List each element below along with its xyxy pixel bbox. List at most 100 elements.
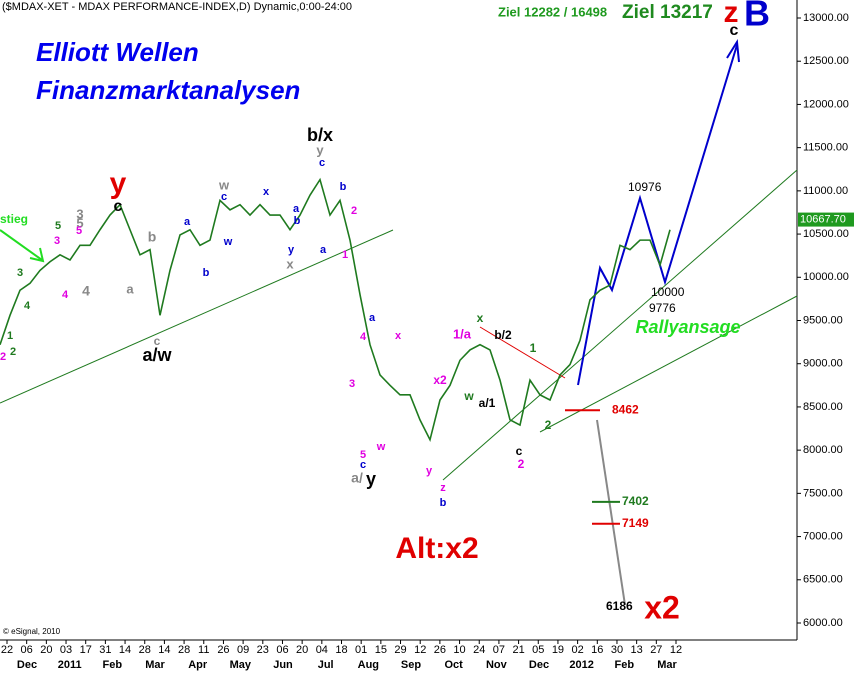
wave-label: 3 (17, 267, 23, 279)
x-tick-label: 15 (375, 644, 387, 656)
x-tick-label: 02 (571, 644, 583, 656)
y-tick-label: 12500.00 (803, 55, 849, 67)
month-label: 2011 (58, 659, 82, 671)
wave-label: 2 (0, 351, 6, 363)
x-tick-label: 29 (394, 644, 406, 656)
x-tick-label: 21 (512, 644, 524, 656)
x-tick-label: 22 (1, 644, 13, 656)
x-tick-label: 18 (335, 644, 347, 656)
wave-label: a (293, 203, 300, 215)
month-label: Aug (358, 659, 379, 671)
wave-label: a (369, 312, 376, 324)
wave-label: Rallyansage (635, 317, 740, 337)
x-tick-label: 14 (158, 644, 170, 656)
wave-label: 4 (24, 300, 31, 312)
wave-label: y (316, 142, 324, 157)
month-label: Oct (444, 659, 463, 671)
target: Ziel 12282 / 16498 (498, 4, 607, 19)
x-tick-label: 28 (139, 644, 151, 656)
wave-label: y (110, 167, 127, 200)
wave-label: B (744, 0, 770, 34)
wave-label: a/1 (479, 396, 496, 410)
y-tick-label: 6000.00 (803, 617, 843, 629)
x-tick-label: 06 (276, 644, 288, 656)
month-label: 2012 (569, 659, 593, 671)
x-tick-label: 31 (99, 644, 111, 656)
headline: Finanzmarktanalysen (36, 75, 300, 105)
y-tick-label: 10000.00 (803, 271, 849, 283)
wave-label: stieg (0, 212, 28, 226)
y-tick-label: 10500.00 (803, 228, 849, 240)
wave-label: c (114, 198, 123, 215)
x-tick-label: 30 (611, 644, 623, 656)
price-line (0, 177, 671, 443)
arrow-head (726, 38, 740, 63)
x-tick-label: 04 (316, 644, 328, 656)
wave-label: 2 (518, 457, 525, 471)
x-tick-label: 05 (532, 644, 544, 656)
wave-label: y (366, 469, 376, 489)
wave-label: 4 (360, 331, 367, 343)
level-label: 7402 (622, 494, 649, 508)
projection-line (596, 419, 626, 606)
y-tick-label: 11500.00 (803, 142, 848, 154)
wave-label: x (395, 330, 402, 342)
projection-path (577, 44, 738, 386)
y-tick-label: 12000.00 (803, 98, 849, 110)
wave-label: 3 (54, 235, 60, 247)
x-tick-label: 07 (493, 644, 505, 656)
x-tick-label: 28 (178, 644, 190, 656)
month-label: Mar (657, 659, 677, 671)
wave-label: 2 (545, 418, 552, 432)
wave-label: 1 (342, 249, 348, 261)
x-tick-label: 12 (414, 644, 426, 656)
wave-label: a/w (142, 345, 172, 365)
price-label: 10976 (628, 180, 662, 194)
wave-label: Alt:x2 (395, 532, 478, 565)
x-tick-label: 23 (257, 644, 269, 656)
y-tick-label: 11000.00 (803, 185, 848, 197)
wave-label: b (203, 267, 210, 279)
wave-label: 2 (351, 205, 357, 217)
trend-line (479, 326, 566, 379)
wave-label: c (319, 157, 325, 169)
wave-label: 3 (76, 206, 83, 221)
month-label: Apr (188, 659, 208, 671)
wave-label: 4 (82, 283, 90, 299)
wave-label: a (320, 244, 327, 256)
wave-label: 3 (349, 378, 355, 390)
x-tick-label: 10 (453, 644, 465, 656)
x-tick-label: 16 (591, 644, 603, 656)
month-label: Jun (273, 659, 293, 671)
x-tick-label: 06 (21, 644, 33, 656)
wave-label: c (154, 334, 161, 348)
wave-label: w (376, 441, 386, 453)
wave-label: 5 (55, 220, 61, 232)
wave-label: w (463, 389, 474, 403)
arrow (0, 229, 43, 261)
wave-label: b/2 (494, 328, 512, 342)
month-label: Jul (318, 659, 334, 671)
price-label: 9776 (649, 301, 676, 315)
wave-label: b (440, 497, 447, 509)
y-tick-label: 9000.00 (803, 358, 843, 370)
x-tick-label: 20 (40, 644, 52, 656)
wave-label: c (221, 191, 227, 203)
wave-label: c (730, 22, 739, 39)
level-label: 7149 (622, 516, 649, 530)
wave-label: 4 (62, 289, 69, 301)
wave-label: a (184, 216, 191, 228)
wave-label: a/ (351, 470, 363, 486)
wave-label: b (294, 215, 301, 227)
x-tick-label: 24 (473, 644, 485, 656)
wave-label: b (340, 181, 347, 193)
headline: Elliott Wellen (36, 37, 199, 67)
wave-label: c (516, 444, 523, 458)
wave-label: b (148, 229, 157, 245)
x-tick-label: 20 (296, 644, 308, 656)
y-tick-label: 7000.00 (803, 530, 843, 542)
y-tick-label: 8000.00 (803, 444, 843, 456)
wave-label: x2 (644, 589, 680, 625)
wave-label: y (426, 465, 433, 477)
